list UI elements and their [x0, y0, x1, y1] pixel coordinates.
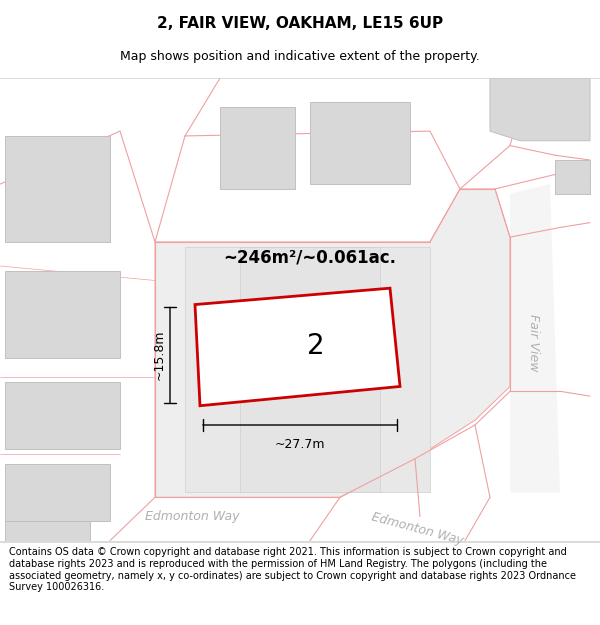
Polygon shape: [510, 184, 560, 493]
Text: 2, FAIR VIEW, OAKHAM, LE15 6UP: 2, FAIR VIEW, OAKHAM, LE15 6UP: [157, 16, 443, 31]
Text: ~246m²/~0.061ac.: ~246m²/~0.061ac.: [223, 248, 397, 266]
Text: ~15.8m: ~15.8m: [153, 330, 166, 381]
Polygon shape: [555, 160, 590, 194]
Polygon shape: [310, 102, 410, 184]
Polygon shape: [490, 78, 590, 141]
Text: Fair View: Fair View: [527, 314, 539, 372]
Polygon shape: [5, 271, 120, 358]
Polygon shape: [195, 288, 400, 406]
Polygon shape: [240, 247, 380, 492]
Text: 2: 2: [307, 332, 325, 360]
Text: Map shows position and indicative extent of the property.: Map shows position and indicative extent…: [120, 50, 480, 62]
Polygon shape: [5, 521, 90, 541]
Polygon shape: [155, 189, 510, 498]
Text: Contains OS data © Crown copyright and database right 2021. This information is : Contains OS data © Crown copyright and d…: [9, 548, 576, 592]
Polygon shape: [185, 247, 430, 492]
Polygon shape: [220, 107, 295, 189]
Polygon shape: [5, 464, 110, 521]
Polygon shape: [5, 136, 110, 242]
Text: Edmonton Way: Edmonton Way: [145, 510, 239, 523]
Text: Edmonton Way: Edmonton Way: [370, 511, 464, 548]
Polygon shape: [5, 382, 120, 449]
Text: ~27.7m: ~27.7m: [275, 439, 325, 451]
